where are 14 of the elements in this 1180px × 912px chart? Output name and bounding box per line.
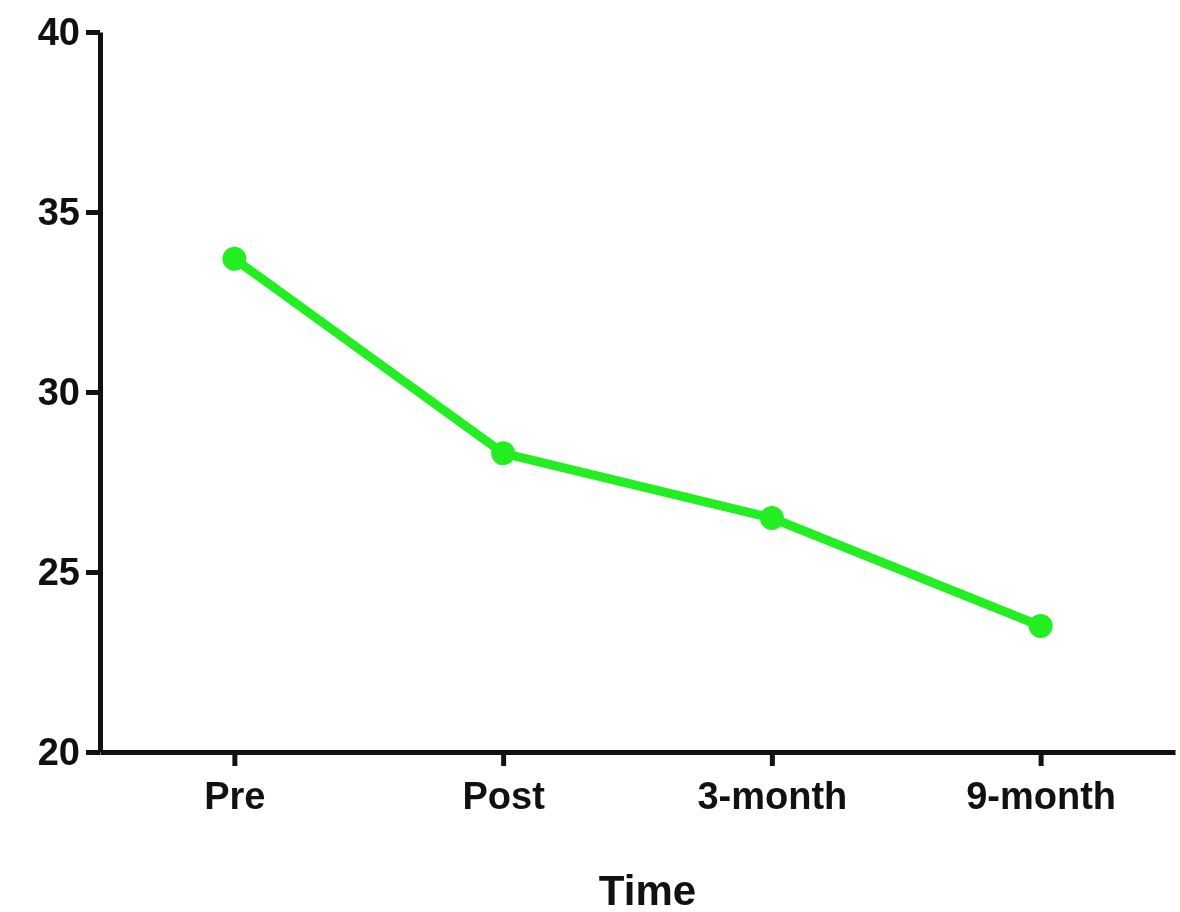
point	[1028, 614, 1053, 638]
point	[491, 441, 516, 466]
point	[759, 506, 784, 530]
y-tick-label: 35	[37, 190, 80, 233]
x-tick-label: Post	[462, 774, 546, 817]
x-tick-label: 9-month	[966, 774, 1117, 817]
point	[222, 246, 247, 271]
y-tick-label: 20	[37, 730, 80, 773]
x-axis-title: Time	[598, 867, 697, 912]
x-tick-label: Pre	[204, 774, 266, 817]
y-tick-label: 25	[37, 550, 80, 593]
y-tick-label: 40	[37, 10, 80, 53]
x-tick-label: 3-month	[697, 774, 848, 817]
y-tick-label: 30	[37, 370, 80, 413]
